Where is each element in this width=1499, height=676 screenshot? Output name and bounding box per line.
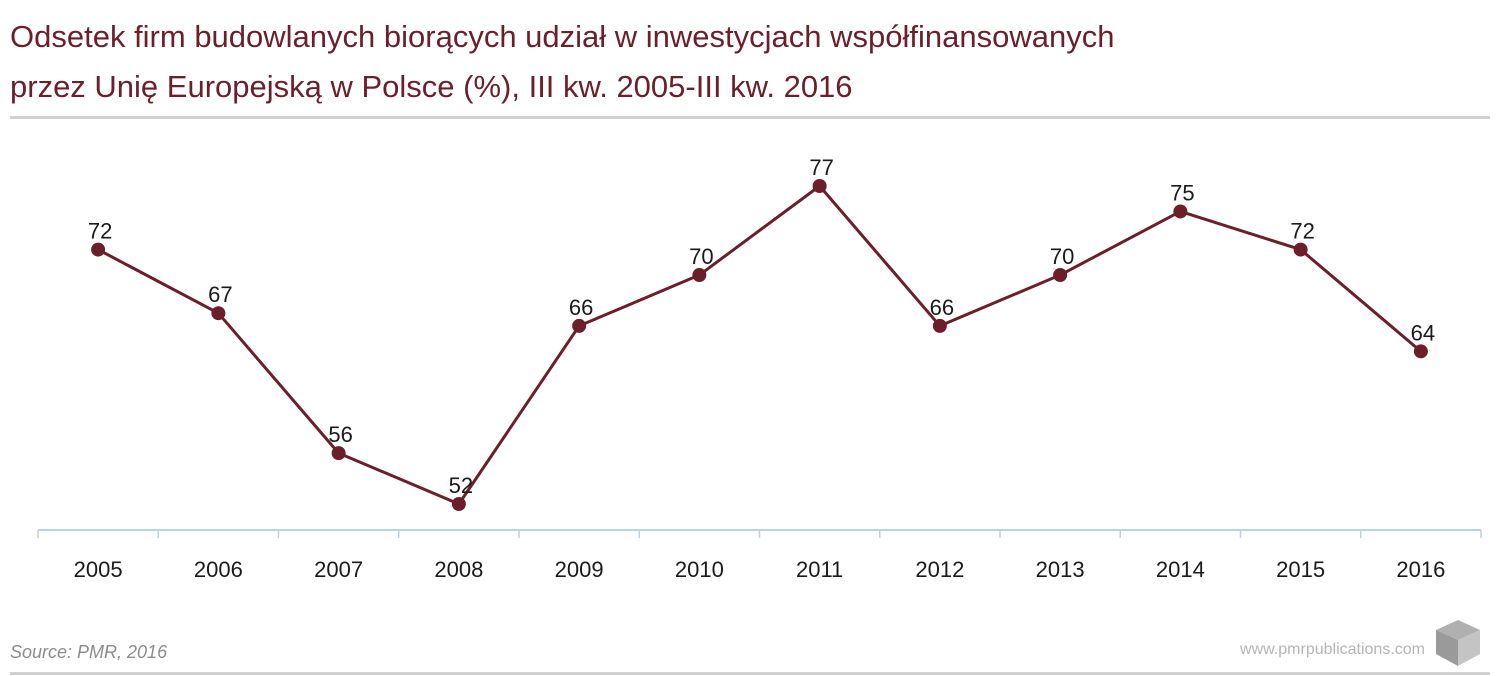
x-tick-label-2015: 2015 <box>1276 557 1325 582</box>
data-point-2014 <box>1173 204 1188 219</box>
x-tick-label-2016: 2016 <box>1396 557 1445 582</box>
data-point-2016 <box>1413 344 1428 359</box>
data-label-2006: 67 <box>208 282 232 307</box>
x-tick-label-2014: 2014 <box>1156 557 1205 582</box>
x-tick-label-2010: 2010 <box>675 557 724 582</box>
data-point-2011 <box>812 179 827 193</box>
data-label-2007: 56 <box>328 422 352 447</box>
x-tick-label-2007: 2007 <box>314 557 363 582</box>
x-tick-label-2009: 2009 <box>555 557 604 582</box>
x-axis <box>37 529 1482 538</box>
data-point-2008 <box>451 497 466 511</box>
data-point-2013 <box>1053 268 1068 283</box>
data-point-2007 <box>331 446 346 461</box>
data-point-2010 <box>692 268 707 283</box>
chart-title: Odsetek firm budowlanych biorących udzia… <box>10 12 1480 112</box>
data-label-2011: 77 <box>809 155 833 180</box>
data-label-2013: 70 <box>1050 244 1074 269</box>
data-points <box>91 179 1428 511</box>
footer-divider <box>10 672 1490 675</box>
pmr-logo-icon <box>1436 620 1480 666</box>
x-tick-label-2008: 2008 <box>434 557 483 582</box>
data-label-2005: 72 <box>88 219 112 244</box>
data-labels: 72 67 56 52 66 70 77 66 70 75 72 64 <box>88 155 1435 498</box>
website-link[interactable]: www.pmrpublications.com <box>1240 641 1425 658</box>
chart-title-line-1: Odsetek firm budowlanych biorących udzia… <box>10 19 1115 54</box>
x-tick-label-2011: 2011 <box>796 557 843 582</box>
data-label-2009: 66 <box>569 295 593 320</box>
x-tick-label-2013: 2013 <box>1036 557 1085 582</box>
data-point-2009 <box>572 318 587 333</box>
title-divider <box>10 116 1490 119</box>
data-point-2012 <box>932 318 947 333</box>
data-label-2014: 75 <box>1170 180 1194 205</box>
data-label-2008: 52 <box>449 473 473 498</box>
series-line-group <box>97 184 1422 506</box>
data-label-2010: 70 <box>689 244 713 269</box>
data-label-2015: 72 <box>1290 219 1314 244</box>
data-point-2005 <box>91 242 106 257</box>
data-point-2006 <box>211 306 226 321</box>
x-tick-label-2012: 2012 <box>915 557 964 582</box>
data-label-2012: 66 <box>930 295 954 320</box>
data-point-2015 <box>1293 242 1308 257</box>
chart-title-line-2: przez Unię Europejską w Polsce (%), III … <box>10 69 853 104</box>
series-line <box>97 184 1422 506</box>
x-tick-labels: 2005 2006 2007 2008 2009 2010 2011 2012 2013 2014… <box>74 557 1446 582</box>
x-tick-label-2006: 2006 <box>194 557 243 582</box>
source-note: Source: PMR, 2016 <box>10 642 168 662</box>
x-tick-label-2005: 2005 <box>74 557 123 582</box>
data-label-2016: 64 <box>1411 320 1435 345</box>
